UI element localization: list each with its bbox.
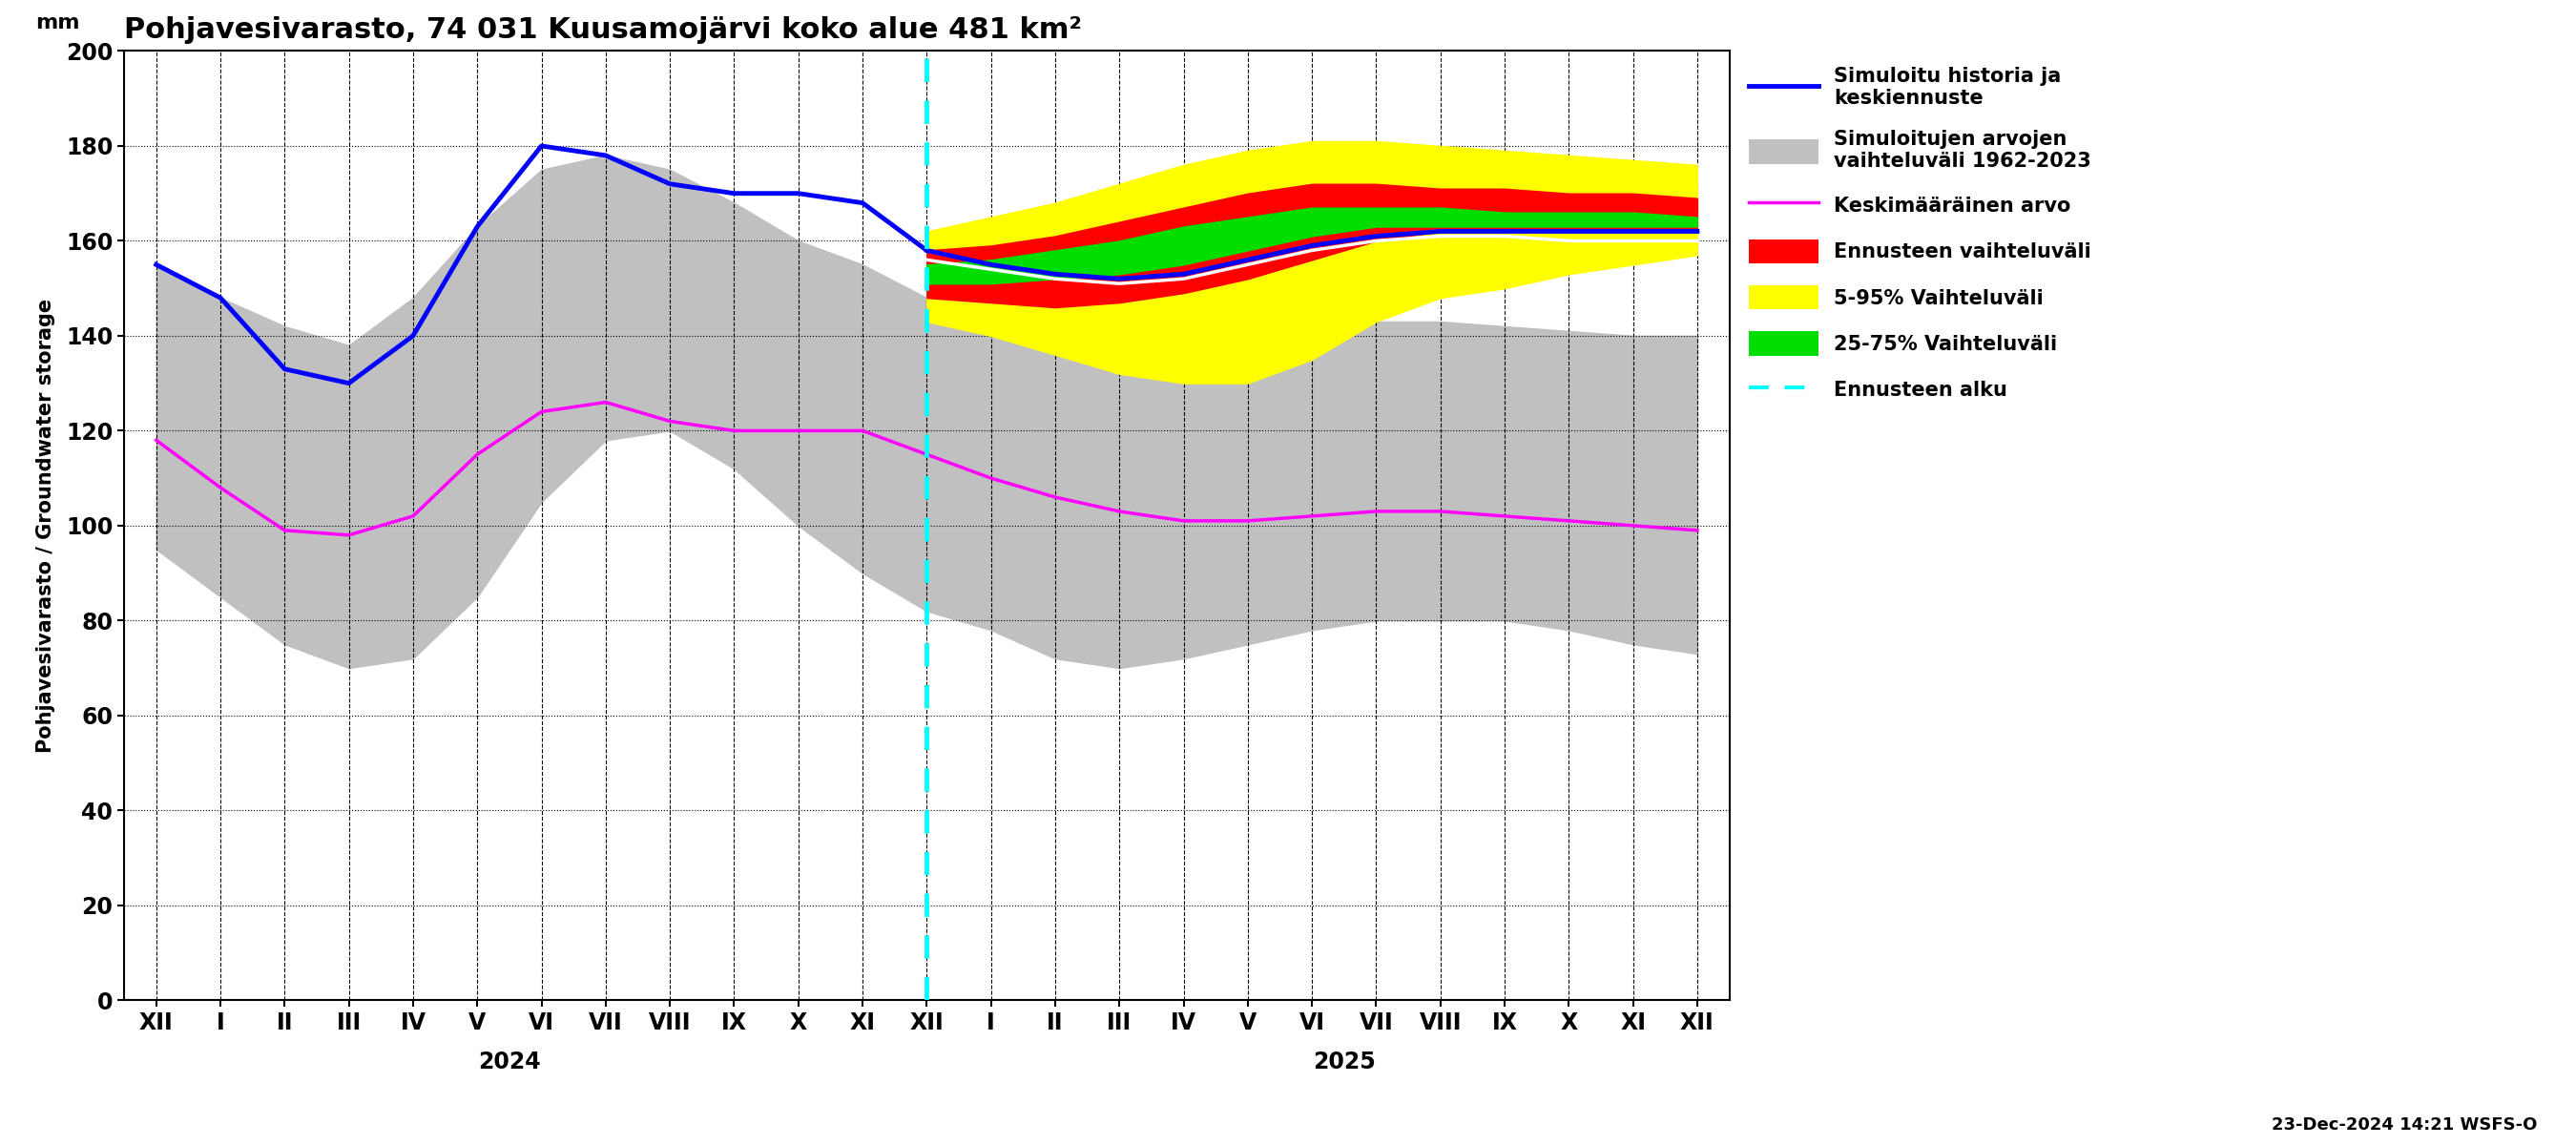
Text: Pohjavesivarasto, 74 031 Kuusamojärvi koko alue 481 km²: Pohjavesivarasto, 74 031 Kuusamojärvi ko… — [124, 16, 1082, 44]
Legend: Simuloitu historia ja
keskiennuste, Simuloitujen arvojen
vaihteluväli 1962-2023,: Simuloitu historia ja keskiennuste, Simu… — [1741, 61, 2097, 408]
Text: mm: mm — [36, 13, 80, 32]
Text: 23-Dec-2024 14:21 WSFS-O: 23-Dec-2024 14:21 WSFS-O — [2272, 1116, 2537, 1134]
Text: 2024: 2024 — [479, 1051, 541, 1074]
Text: 2025: 2025 — [1314, 1051, 1376, 1074]
Y-axis label: Pohjavesivarasto / Groundwater storage: Pohjavesivarasto / Groundwater storage — [36, 299, 54, 752]
